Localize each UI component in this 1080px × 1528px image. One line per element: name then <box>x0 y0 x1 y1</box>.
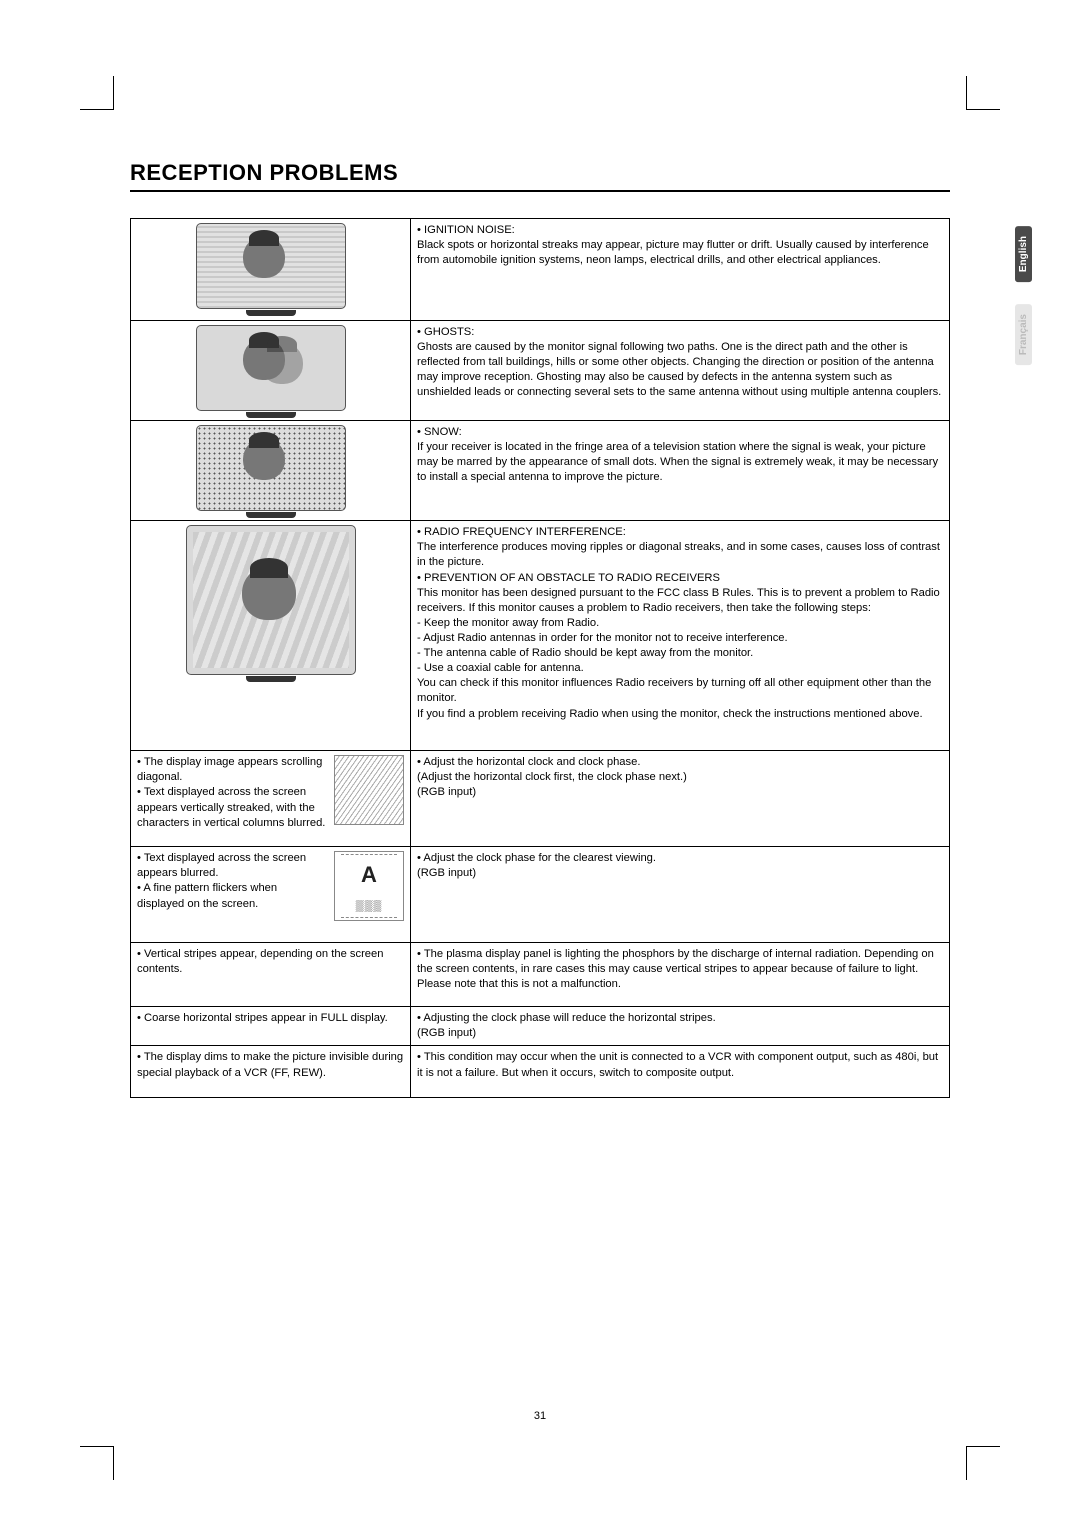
description-text: Black spots or horizontal streaks may ap… <box>417 238 943 268</box>
description-text: Ghosts are caused by the monitor signal … <box>417 340 943 400</box>
lang-tab-francais[interactable]: Français <box>1015 304 1032 365</box>
description-text: GHOSTS: <box>417 325 943 340</box>
description-text: The plasma display panel is lighting the… <box>417 947 943 992</box>
symptom-text: The display image appears scrolling diag… <box>137 755 326 785</box>
description-text: Adjusting the clock phase will reduce th… <box>417 1011 943 1026</box>
language-tabs: English Français <box>1015 226 1032 365</box>
page-title: RECEPTION PROBLEMS <box>130 160 950 192</box>
description-text: (Adjust the horizontal clock first, the … <box>417 770 943 785</box>
symptom-cell: Text displayed across the screen appears… <box>131 847 411 943</box>
description-text: This condition may occur when the unit i… <box>417 1050 943 1080</box>
symptom-text: Text displayed across the screen appears… <box>137 785 326 830</box>
table-row: Text displayed across the screen appears… <box>131 847 950 943</box>
crop-mark-bl <box>80 1446 114 1480</box>
problems-table: IGNITION NOISE:Black spots or horizontal… <box>130 218 950 1098</box>
symptom-text: • The display dims to make the picture i… <box>137 1050 404 1080</box>
description-cell: This condition may occur when the unit i… <box>411 1046 950 1098</box>
description-text: Keep the monitor away from Radio. <box>417 616 943 631</box>
page-number: 31 <box>130 1410 950 1422</box>
description-text: Adjust Radio antennas in order for the m… <box>417 631 943 646</box>
symptom-text: Text displayed across the screen appears… <box>137 851 326 881</box>
table-row: • The display dims to make the picture i… <box>131 1046 950 1098</box>
description-text: PREVENTION OF AN OBSTACLE TO RADIO RECEI… <box>417 571 943 586</box>
table-row: The display image appears scrolling diag… <box>131 751 950 847</box>
symptom-cell: • Vertical stripes appear, depending on … <box>131 943 411 1007</box>
tv-illustration <box>196 223 346 309</box>
description-text: Use a coaxial cable for antenna. <box>417 661 943 676</box>
description-cell: The plasma display panel is lighting the… <box>411 943 950 1007</box>
description-cell: Adjust the horizontal clock and clock ph… <box>411 751 950 847</box>
table-row: IGNITION NOISE:Black spots or horizontal… <box>131 219 950 321</box>
symptom-cell: • The display dims to make the picture i… <box>131 1046 411 1098</box>
symptom-cell: The display image appears scrolling diag… <box>131 751 411 847</box>
description-cell: Adjusting the clock phase will reduce th… <box>411 1007 950 1046</box>
description-text: RADIO FREQUENCY INTERFERENCE: <box>417 525 943 540</box>
description-text: The antenna cable of Radio should be kep… <box>417 646 943 661</box>
description-cell: GHOSTS:Ghosts are caused by the monitor … <box>411 321 950 421</box>
symptom-text: A fine pattern flickers when displayed o… <box>137 881 326 911</box>
description-cell: Adjust the clock phase for the clearest … <box>411 847 950 943</box>
symptom-text: • Vertical stripes appear, depending on … <box>137 947 404 977</box>
tv-illustration <box>196 425 346 511</box>
symptom-cell <box>131 219 411 321</box>
table-row: GHOSTS:Ghosts are caused by the monitor … <box>131 321 950 421</box>
description-text: (RGB input) <box>417 785 943 800</box>
symptom-text: • Coarse horizontal stripes appear in FU… <box>137 1011 404 1026</box>
table-row: • Coarse horizontal stripes appear in FU… <box>131 1007 950 1046</box>
crop-mark-tl <box>80 76 114 110</box>
description-text: The interference produces moving ripples… <box>417 540 943 570</box>
mini-illustration <box>334 755 404 825</box>
description-text: (RGB input) <box>417 866 943 881</box>
description-cell: IGNITION NOISE:Black spots or horizontal… <box>411 219 950 321</box>
description-cell: SNOW:If your receiver is located in the … <box>411 421 950 521</box>
crop-mark-tr <box>966 76 1000 110</box>
table-row: RADIO FREQUENCY INTERFERENCE:The interfe… <box>131 521 950 751</box>
description-text: This monitor has been designed pursuant … <box>417 586 943 616</box>
table-row: SNOW:If your receiver is located in the … <box>131 421 950 521</box>
description-text: (RGB input) <box>417 1026 943 1041</box>
symptom-cell: • Coarse horizontal stripes appear in FU… <box>131 1007 411 1046</box>
mini-illustration: A▒▒▒ <box>334 851 404 921</box>
description-text: IGNITION NOISE: <box>417 223 943 238</box>
symptom-cell <box>131 521 411 751</box>
page-content: RECEPTION PROBLEMS English Français IGNI… <box>130 160 950 1418</box>
description-text: If you find a problem receiving Radio wh… <box>417 707 943 722</box>
tv-illustration <box>186 525 356 675</box>
symptom-cell <box>131 421 411 521</box>
description-text: Adjust the horizontal clock and clock ph… <box>417 755 943 770</box>
description-text: You can check if this monitor influences… <box>417 676 943 706</box>
table-row: • Vertical stripes appear, depending on … <box>131 943 950 1007</box>
description-text: Adjust the clock phase for the clearest … <box>417 851 943 866</box>
crop-mark-br <box>966 1446 1000 1480</box>
tv-illustration <box>196 325 346 411</box>
description-text: If your receiver is located in the fring… <box>417 440 943 485</box>
symptom-cell <box>131 321 411 421</box>
lang-tab-english[interactable]: English <box>1015 226 1032 282</box>
description-text: SNOW: <box>417 425 943 440</box>
description-cell: RADIO FREQUENCY INTERFERENCE:The interfe… <box>411 521 950 751</box>
